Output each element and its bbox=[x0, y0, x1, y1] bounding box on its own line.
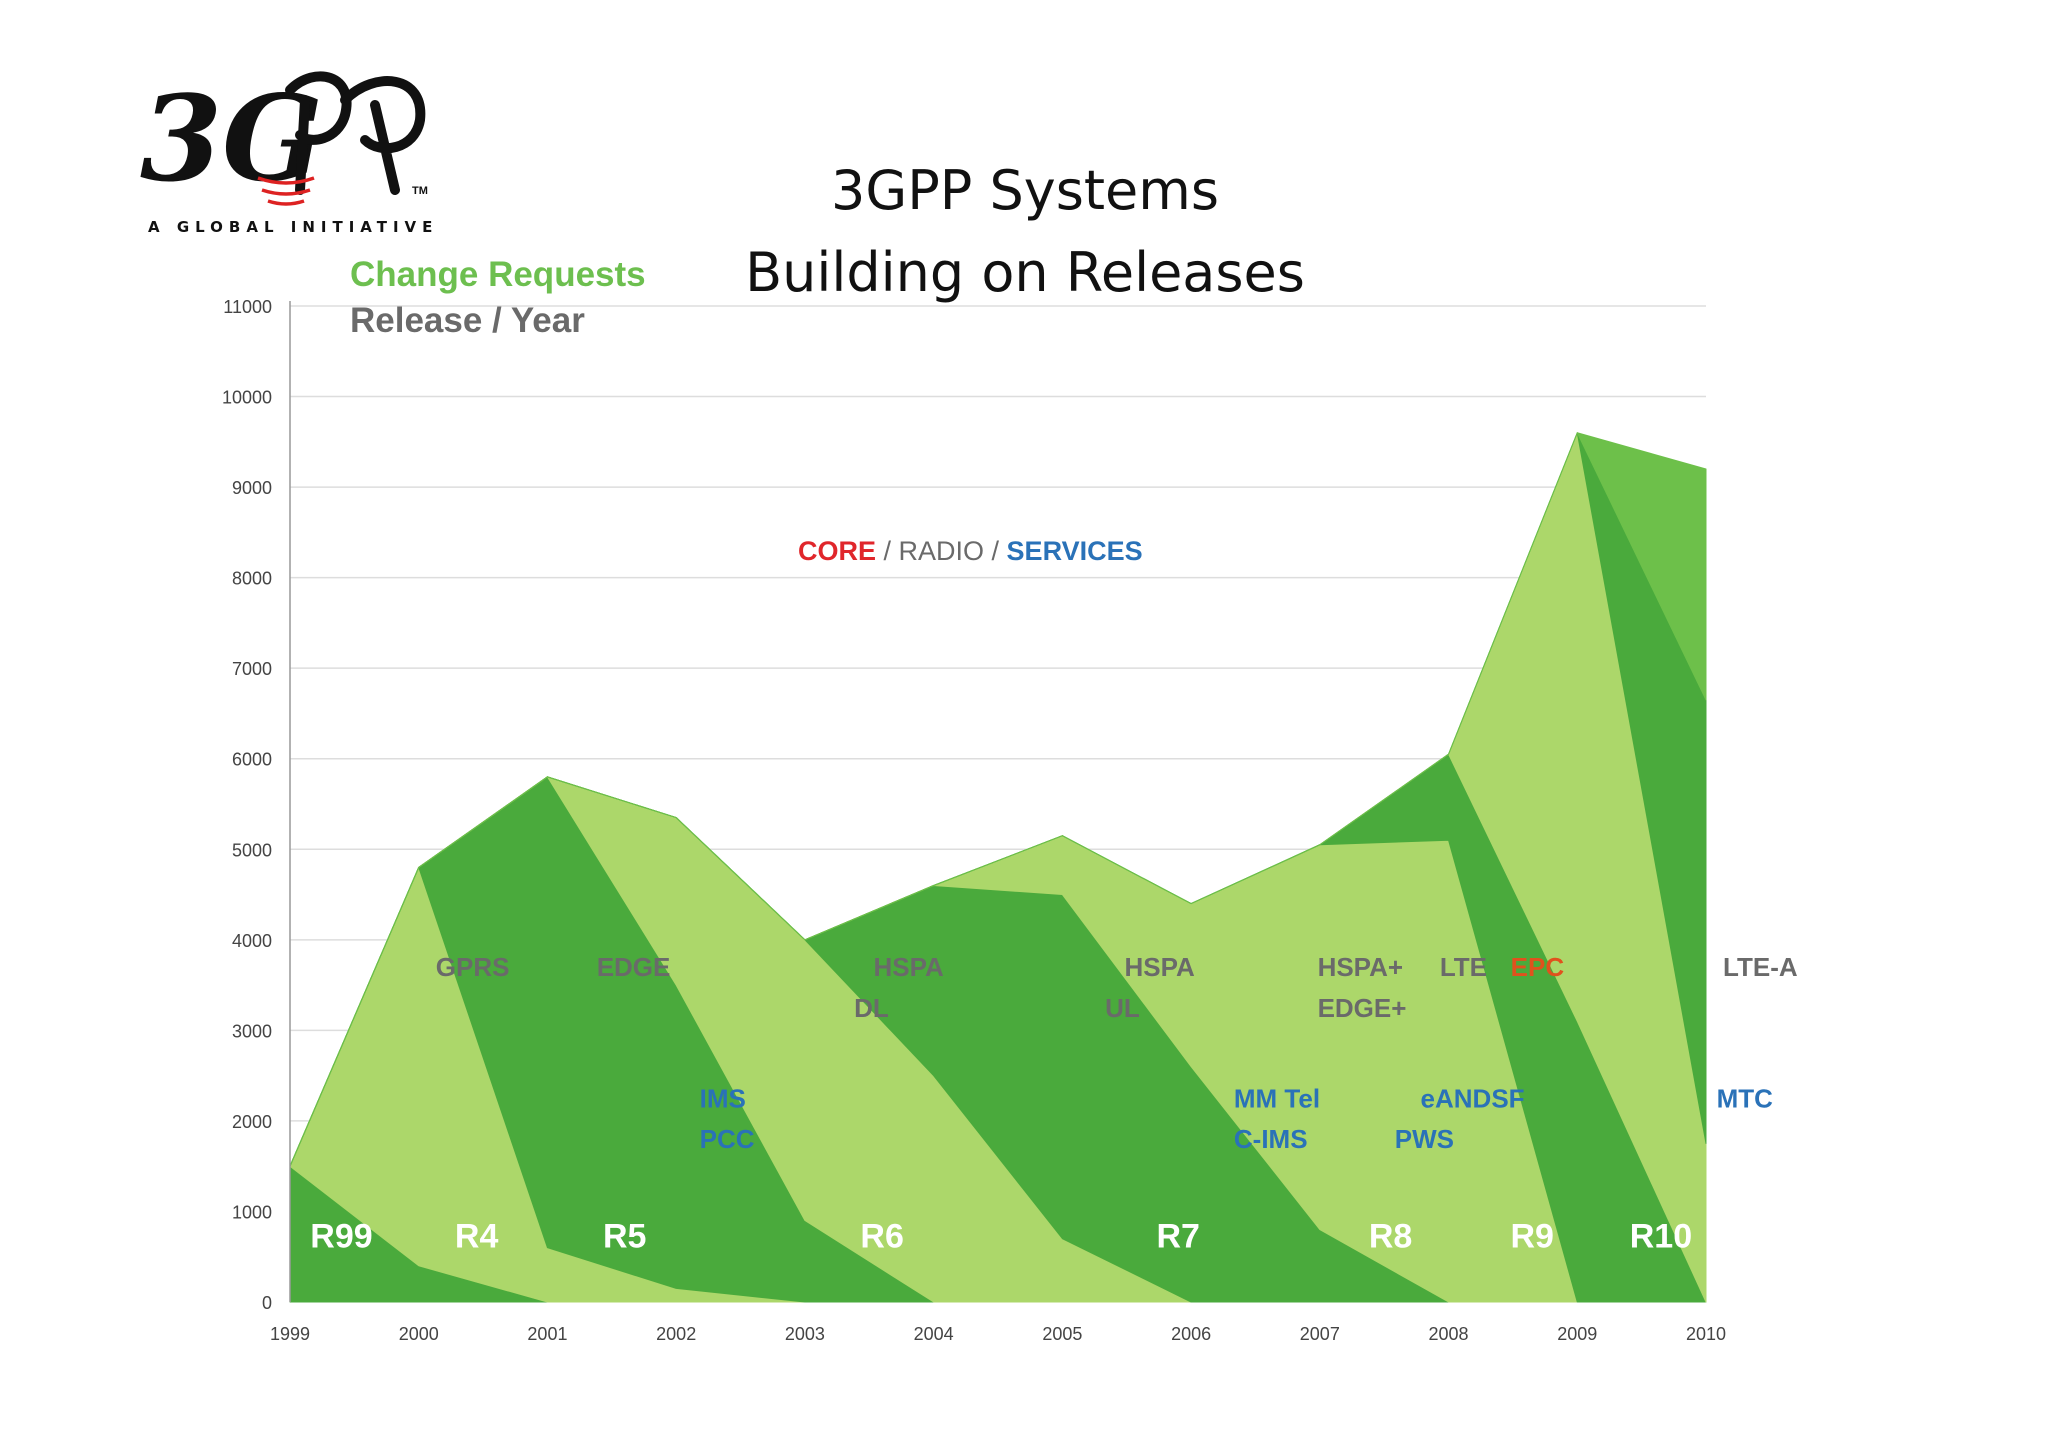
annotation-hspa-: HSPA+ bbox=[1318, 952, 1404, 982]
annotation-lte-a: LTE-A bbox=[1723, 952, 1798, 982]
y-axis-tick-labels: 0 1000 2000 3000 4000 5000 6000 7000 8000 9000 100… bbox=[222, 297, 272, 1313]
y-tick-label: 2000 bbox=[232, 1112, 272, 1132]
area-band-top bbox=[289, 432, 1707, 1167]
logo-tm: TM bbox=[412, 185, 428, 197]
annotation-pcc: PCC bbox=[700, 1124, 755, 1154]
y-tick-label: 3000 bbox=[232, 1021, 272, 1041]
chart-subtitle: Release / Year bbox=[350, 301, 585, 340]
x-axis-tick-labels: 1999 2000 2001 2002 2003 2004 2005 2006 2007 2008… bbox=[270, 1324, 1726, 1344]
release-labels: R99 R4 R5 R6 R7 R8 R9 R10 bbox=[310, 1218, 1692, 1256]
release-label-r7: R7 bbox=[1156, 1218, 1199, 1256]
x-tick-label: 2006 bbox=[1171, 1324, 1211, 1344]
y-tick-label: 4000 bbox=[232, 931, 272, 951]
annotation-ul: UL bbox=[1105, 993, 1140, 1023]
annotation-edge: EDGE bbox=[597, 952, 671, 982]
slide-title: 3GPP Systems Building on Releases bbox=[700, 150, 1350, 314]
x-tick-label: 2008 bbox=[1429, 1324, 1469, 1344]
x-tick-label: 2010 bbox=[1686, 1324, 1726, 1344]
release-area-bands bbox=[289, 432, 1707, 1303]
slide-title-line1: 3GPP Systems bbox=[831, 159, 1219, 222]
y-tick-label: 11000 bbox=[223, 297, 272, 317]
core-radio-services-legend: CORE / RADIO / SERVICES bbox=[798, 536, 1143, 566]
technology-annotations: GPRS EDGE HSPA DL HSPA UL HSPA+ EDGE+ LTE EPC LTE-… bbox=[436, 952, 1798, 1154]
slide-title-line2: Building on Releases bbox=[745, 241, 1305, 304]
y-tick-label: 6000 bbox=[232, 750, 272, 770]
y-tick-label: 1000 bbox=[232, 1202, 272, 1222]
release-label-r6: R6 bbox=[860, 1218, 903, 1256]
logo-tagline: A GLOBAL INITIATIVE bbox=[148, 218, 439, 236]
x-tick-label: 2003 bbox=[785, 1324, 825, 1344]
annotation-dl: DL bbox=[854, 993, 889, 1023]
annotation-epc: EPC bbox=[1511, 952, 1565, 982]
3gpp-logo-mark: 3G TM bbox=[140, 69, 428, 208]
legend-part: CORE bbox=[798, 536, 876, 566]
3gpp-logo: 3G TM A GLOBAL INITIATIVE bbox=[140, 60, 460, 240]
annotation-mtc: MTC bbox=[1717, 1083, 1774, 1113]
x-tick-label: 1999 bbox=[270, 1324, 310, 1344]
annotation-gprs: GPRS bbox=[436, 952, 510, 982]
release-label-r99: R99 bbox=[310, 1218, 372, 1256]
annotation-lte: LTE bbox=[1440, 952, 1487, 982]
legend-part: / RADIO / bbox=[876, 536, 1007, 566]
release-label-r10: R10 bbox=[1630, 1218, 1692, 1256]
annotation-c-ims: C-IMS bbox=[1234, 1124, 1308, 1154]
release-label-r9: R9 bbox=[1510, 1218, 1553, 1256]
release-label-r5: R5 bbox=[603, 1218, 646, 1256]
annotation-hspa: HSPA bbox=[873, 952, 944, 982]
x-tick-label: 2001 bbox=[527, 1324, 567, 1344]
release-label-r4: R4 bbox=[455, 1218, 499, 1256]
y-tick-label: 5000 bbox=[232, 840, 272, 860]
logo-p1-stroke bbox=[285, 71, 352, 195]
annotation-pws: PWS bbox=[1395, 1124, 1454, 1154]
annotation-hspa: HSPA bbox=[1124, 952, 1195, 982]
y-tick-label: 8000 bbox=[232, 569, 272, 589]
legend-part: SERVICES bbox=[1007, 536, 1143, 566]
annotation-ims: IMS bbox=[700, 1083, 746, 1113]
annotation-eandsf: eANDSF bbox=[1421, 1083, 1525, 1113]
x-tick-label: 2005 bbox=[1042, 1324, 1082, 1344]
y-tick-label: 10000 bbox=[222, 388, 272, 408]
annotation-mm-tel: MM Tel bbox=[1234, 1083, 1320, 1113]
y-tick-label: 0 bbox=[262, 1293, 272, 1313]
x-tick-label: 2000 bbox=[399, 1324, 439, 1344]
x-tick-label: 2009 bbox=[1557, 1324, 1597, 1344]
y-tick-label: 7000 bbox=[232, 659, 272, 679]
release-label-r8: R8 bbox=[1369, 1218, 1412, 1256]
chart-title: Change Requests bbox=[350, 255, 646, 294]
annotation-edge-: EDGE+ bbox=[1318, 993, 1407, 1023]
x-tick-label: 2002 bbox=[656, 1324, 696, 1344]
x-tick-label: 2007 bbox=[1300, 1324, 1340, 1344]
logo-signal-waves bbox=[257, 176, 315, 206]
y-tick-label: 9000 bbox=[232, 478, 272, 498]
logo-p2-stroke bbox=[340, 76, 426, 195]
x-tick-label: 2004 bbox=[914, 1324, 954, 1344]
